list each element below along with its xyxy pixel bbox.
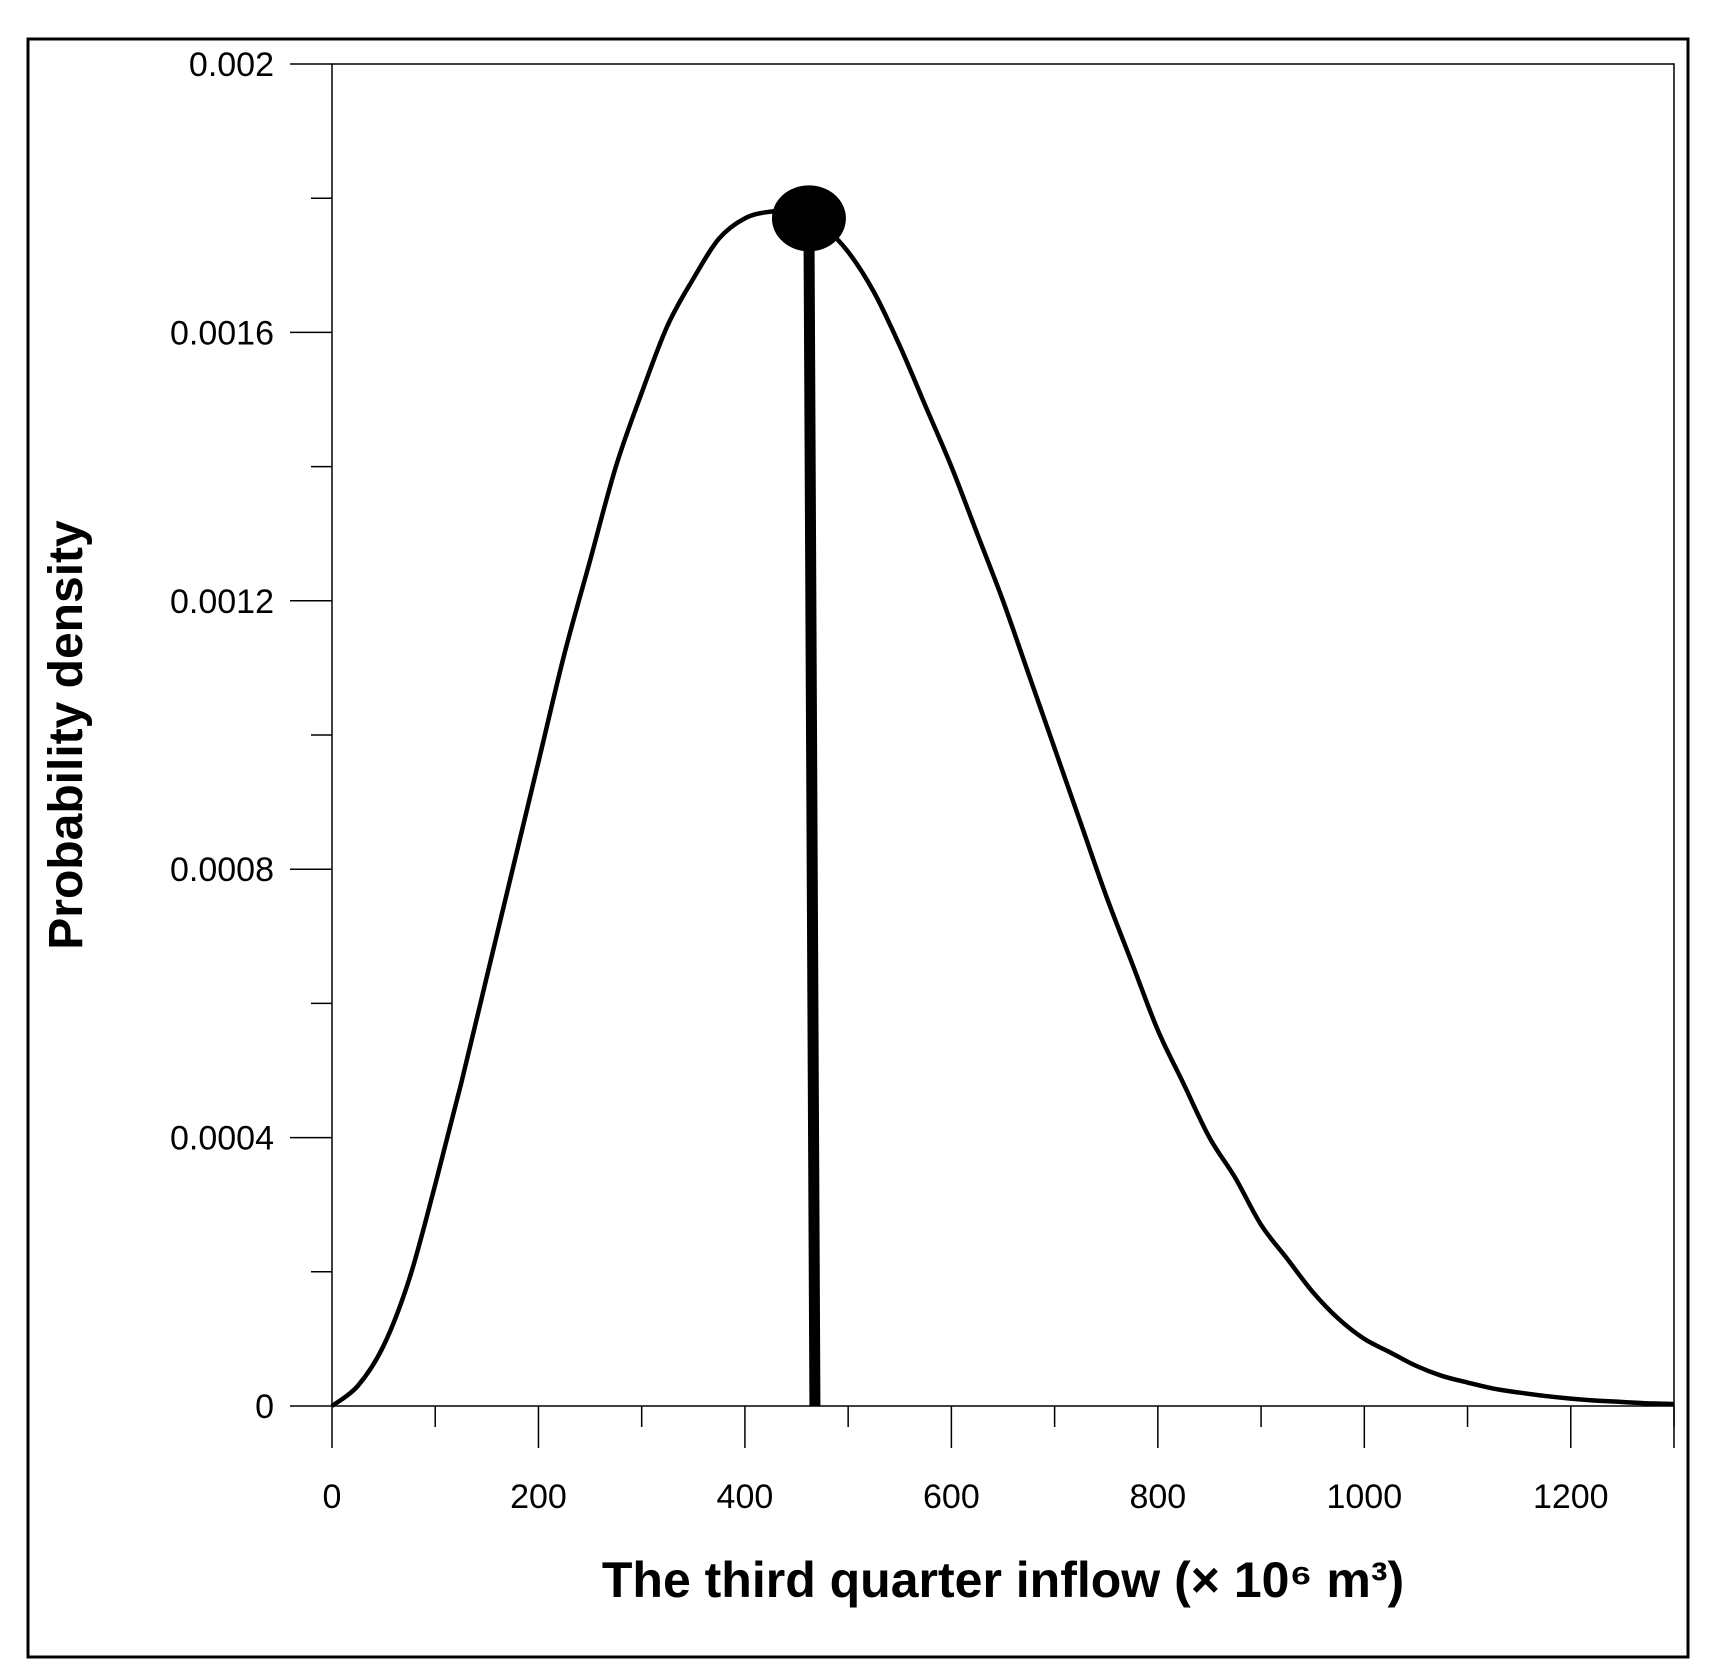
plot-frame [331,63,1675,1407]
density-curve [330,208,1675,1408]
y-tick-label: 0 [255,1388,274,1426]
mode-marker-dot [771,185,846,252]
x-tick-label: 600 [923,1478,980,1516]
annotation-layer [771,185,846,1407]
y-tick-label: 0.0008 [170,851,274,889]
y-tick-label: 0.002 [189,46,274,84]
curve-layer [330,208,1675,1408]
x-tick-label: 400 [717,1478,774,1516]
y-tick-label: 0.0012 [170,583,274,621]
x-tick-label: 0 [323,1478,342,1516]
x-axis-title: The third quarter inflow (× 10⁶ m³) [602,1552,1404,1608]
y-axis-title: Probability density [40,520,93,950]
mode-marker-line [803,218,821,1407]
y-tick-label: 0.0004 [170,1120,274,1158]
x-tick-label: 200 [510,1478,567,1516]
figure-border [26,37,1690,1659]
ticks-layer: 0 0.0004 0.0008 0.0012 0.0016 0.002 0 200 400 600… [170,46,1675,1516]
x-tick-label: 800 [1129,1478,1186,1516]
x-tick-label: 1000 [1326,1478,1402,1516]
x-tick-label: 1200 [1533,1478,1609,1516]
y-tick-label: 0.0016 [170,314,274,352]
